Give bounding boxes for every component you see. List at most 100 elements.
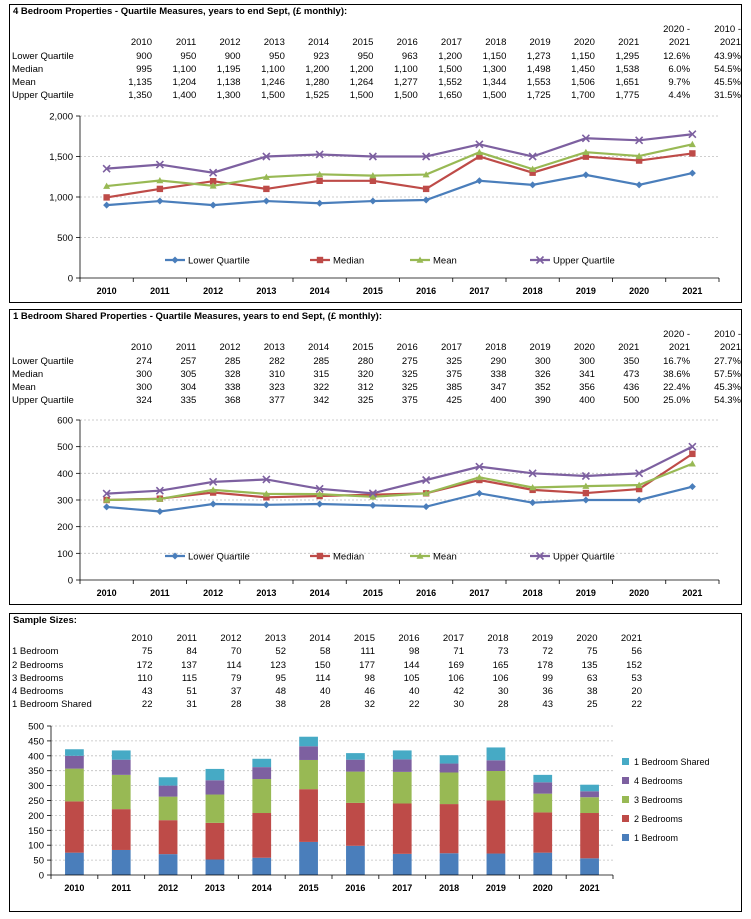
bar-segment: [486, 747, 506, 761]
x-tick-label: 2013: [205, 883, 225, 893]
x-marker: [155, 486, 164, 495]
table-cell: 1,500: [349, 90, 374, 102]
table-cell: 322: [313, 382, 330, 394]
table-row: Upper Quartile 1,350 1,400 1,300 1,500 1,525 1…: [12, 89, 741, 102]
table-cell: 150: [314, 659, 331, 671]
x-marker: [209, 477, 218, 486]
table-cell: 2014: [308, 342, 330, 354]
legend-label: Lower Quartile: [188, 256, 250, 267]
table-cell: 2015: [353, 633, 375, 644]
table-cell: [12, 23, 108, 36]
bar-segment: [158, 854, 178, 875]
bar-segment: [580, 858, 599, 875]
table-cell: [196, 23, 240, 36]
diamond-marker: [475, 177, 483, 185]
table-cell: 1,651: [615, 77, 640, 89]
x-marker: [262, 475, 271, 484]
table-cell: 347: [490, 382, 507, 394]
square-marker: [582, 153, 590, 160]
table-cell: 30: [497, 686, 509, 698]
table-cell: 52: [275, 646, 286, 658]
diamond-marker: [422, 196, 430, 204]
x-marker: [368, 489, 377, 498]
square-marker: [209, 178, 217, 185]
table-cell: 312: [357, 382, 374, 394]
table-cell: 75: [141, 646, 153, 658]
x-marker: [475, 462, 484, 471]
table-cell: 300: [136, 382, 152, 394]
table-cell: 323: [269, 382, 285, 394]
square-marker: [422, 185, 430, 193]
square-marker: [316, 552, 324, 560]
table-cell: 106: [448, 672, 464, 684]
table-cell: 2013: [263, 342, 285, 354]
table-cell: 56: [631, 646, 642, 658]
legend-label: Mean: [433, 256, 457, 267]
table-cell: 2020: [573, 37, 595, 49]
table-row: Mean 300 304 338 323 322 312 325 385 347 352 356 436…: [12, 381, 741, 394]
table-cell: 106: [492, 672, 509, 684]
table-cell: [462, 328, 506, 341]
table-cell: 1,450: [571, 63, 595, 75]
bar-segment: [252, 779, 272, 814]
table-cell: 98: [408, 646, 420, 658]
table-cell: 338: [490, 368, 507, 380]
legend-swatch: [622, 777, 629, 784]
table-cell: Lower Quartile: [12, 355, 74, 367]
x-tick-label: 2018: [439, 883, 459, 893]
y-tick-label: 500: [57, 233, 73, 244]
diamond-marker: [635, 496, 643, 504]
table-cell: 38.6%: [663, 368, 691, 380]
y-tick-label: 2,000: [49, 112, 73, 123]
panel-title: 1 Bedroom Shared Properties - Quartile M…: [13, 311, 383, 322]
x-marker: [528, 469, 537, 478]
table-cell: 28: [319, 699, 331, 711]
table-cell: 473: [623, 368, 640, 380]
table-cell: 1,200: [349, 63, 374, 75]
table-cell: 900: [136, 50, 152, 62]
one-bedroom-shared-panel: 1 Bedroom Shared Properties - Quartile M…: [9, 309, 742, 605]
table-cell: 1,300: [482, 63, 507, 75]
table-cell: 1,344: [482, 77, 507, 89]
table-cell: 1,650: [438, 90, 463, 102]
y-tick-label: 350: [28, 766, 44, 777]
diamond-marker: [635, 181, 643, 189]
table-cell: 377: [269, 395, 285, 407]
table-cell: 2012: [219, 342, 241, 354]
table-cell: 2021: [719, 342, 741, 354]
table-cell: 326: [534, 368, 551, 380]
table-cell: 4.4%: [668, 90, 691, 102]
x-tick-label: 2014: [310, 588, 330, 598]
quartile-table: 2020 - 2010 - 2010 2011 2012 2013 2014 2015 2016…: [12, 328, 741, 408]
table-cell: 310: [269, 368, 285, 380]
x-marker: [535, 255, 545, 265]
diamond-marker: [582, 496, 590, 504]
table-cell: 325: [446, 355, 463, 367]
table-cell: 282: [269, 355, 285, 367]
table-cell: 2021: [620, 633, 642, 644]
table-cell: [241, 328, 285, 341]
table-cell: 111: [360, 646, 375, 658]
y-tick-label: 300: [28, 781, 44, 792]
legend-label: Upper Quartile: [553, 256, 615, 267]
table-cell: 2010: [131, 633, 153, 644]
triangle-marker: [156, 176, 164, 184]
table-cell: 2010 -: [714, 24, 741, 35]
table-cell: [373, 328, 417, 341]
diamond-marker: [156, 197, 164, 205]
table-cell: 2010: [130, 37, 152, 49]
x-marker: [688, 130, 697, 139]
x-marker: [102, 489, 111, 498]
table-cell: 2019: [531, 633, 553, 644]
x-marker: [209, 168, 218, 177]
table-cell: 2017: [440, 342, 463, 354]
table-cell: 350: [623, 355, 640, 367]
table-cell: 285: [224, 355, 241, 367]
x-tick-label: 2019: [486, 883, 506, 893]
bar-segment: [580, 784, 599, 792]
table-cell: 1,277: [393, 77, 418, 89]
x-tick-label: 2011: [150, 588, 170, 598]
x-marker: [155, 160, 164, 169]
bar-segment: [346, 771, 365, 803]
table-cell: 2013: [263, 37, 285, 49]
